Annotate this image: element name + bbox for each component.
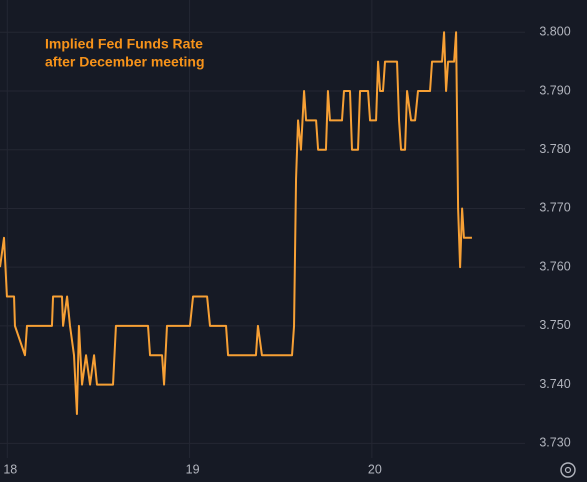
y-tick-label: 3.740 [539, 377, 570, 391]
y-tick-label: 3.770 [539, 201, 570, 215]
x-tick-label: 18 [3, 462, 17, 476]
settings-button[interactable] [560, 462, 576, 478]
settings-icon-center[interactable] [564, 466, 572, 474]
settings-icon[interactable] [560, 462, 576, 478]
plot-area [0, 31, 472, 415]
y-tick-label: 3.790 [539, 83, 570, 97]
y-tick-label: 3.780 [539, 142, 570, 156]
axes: 3.800 3.790 3.780 3.770 3.760 3.750 3.740 3.730… [3, 25, 570, 477]
chart-subtitle: after December meeting [45, 54, 205, 70]
y-tick-label: 3.730 [539, 436, 570, 450]
grid [0, 0, 525, 458]
chart-title: Implied Fed Funds Rate [45, 36, 203, 52]
y-tick-label: 3.750 [539, 318, 570, 332]
y-tick-label: 3.800 [539, 25, 570, 39]
x-tick-label: 19 [186, 462, 200, 476]
y-tick-label: 3.760 [539, 259, 570, 273]
x-tick-label: 20 [368, 462, 382, 476]
data-line [0, 31, 472, 415]
